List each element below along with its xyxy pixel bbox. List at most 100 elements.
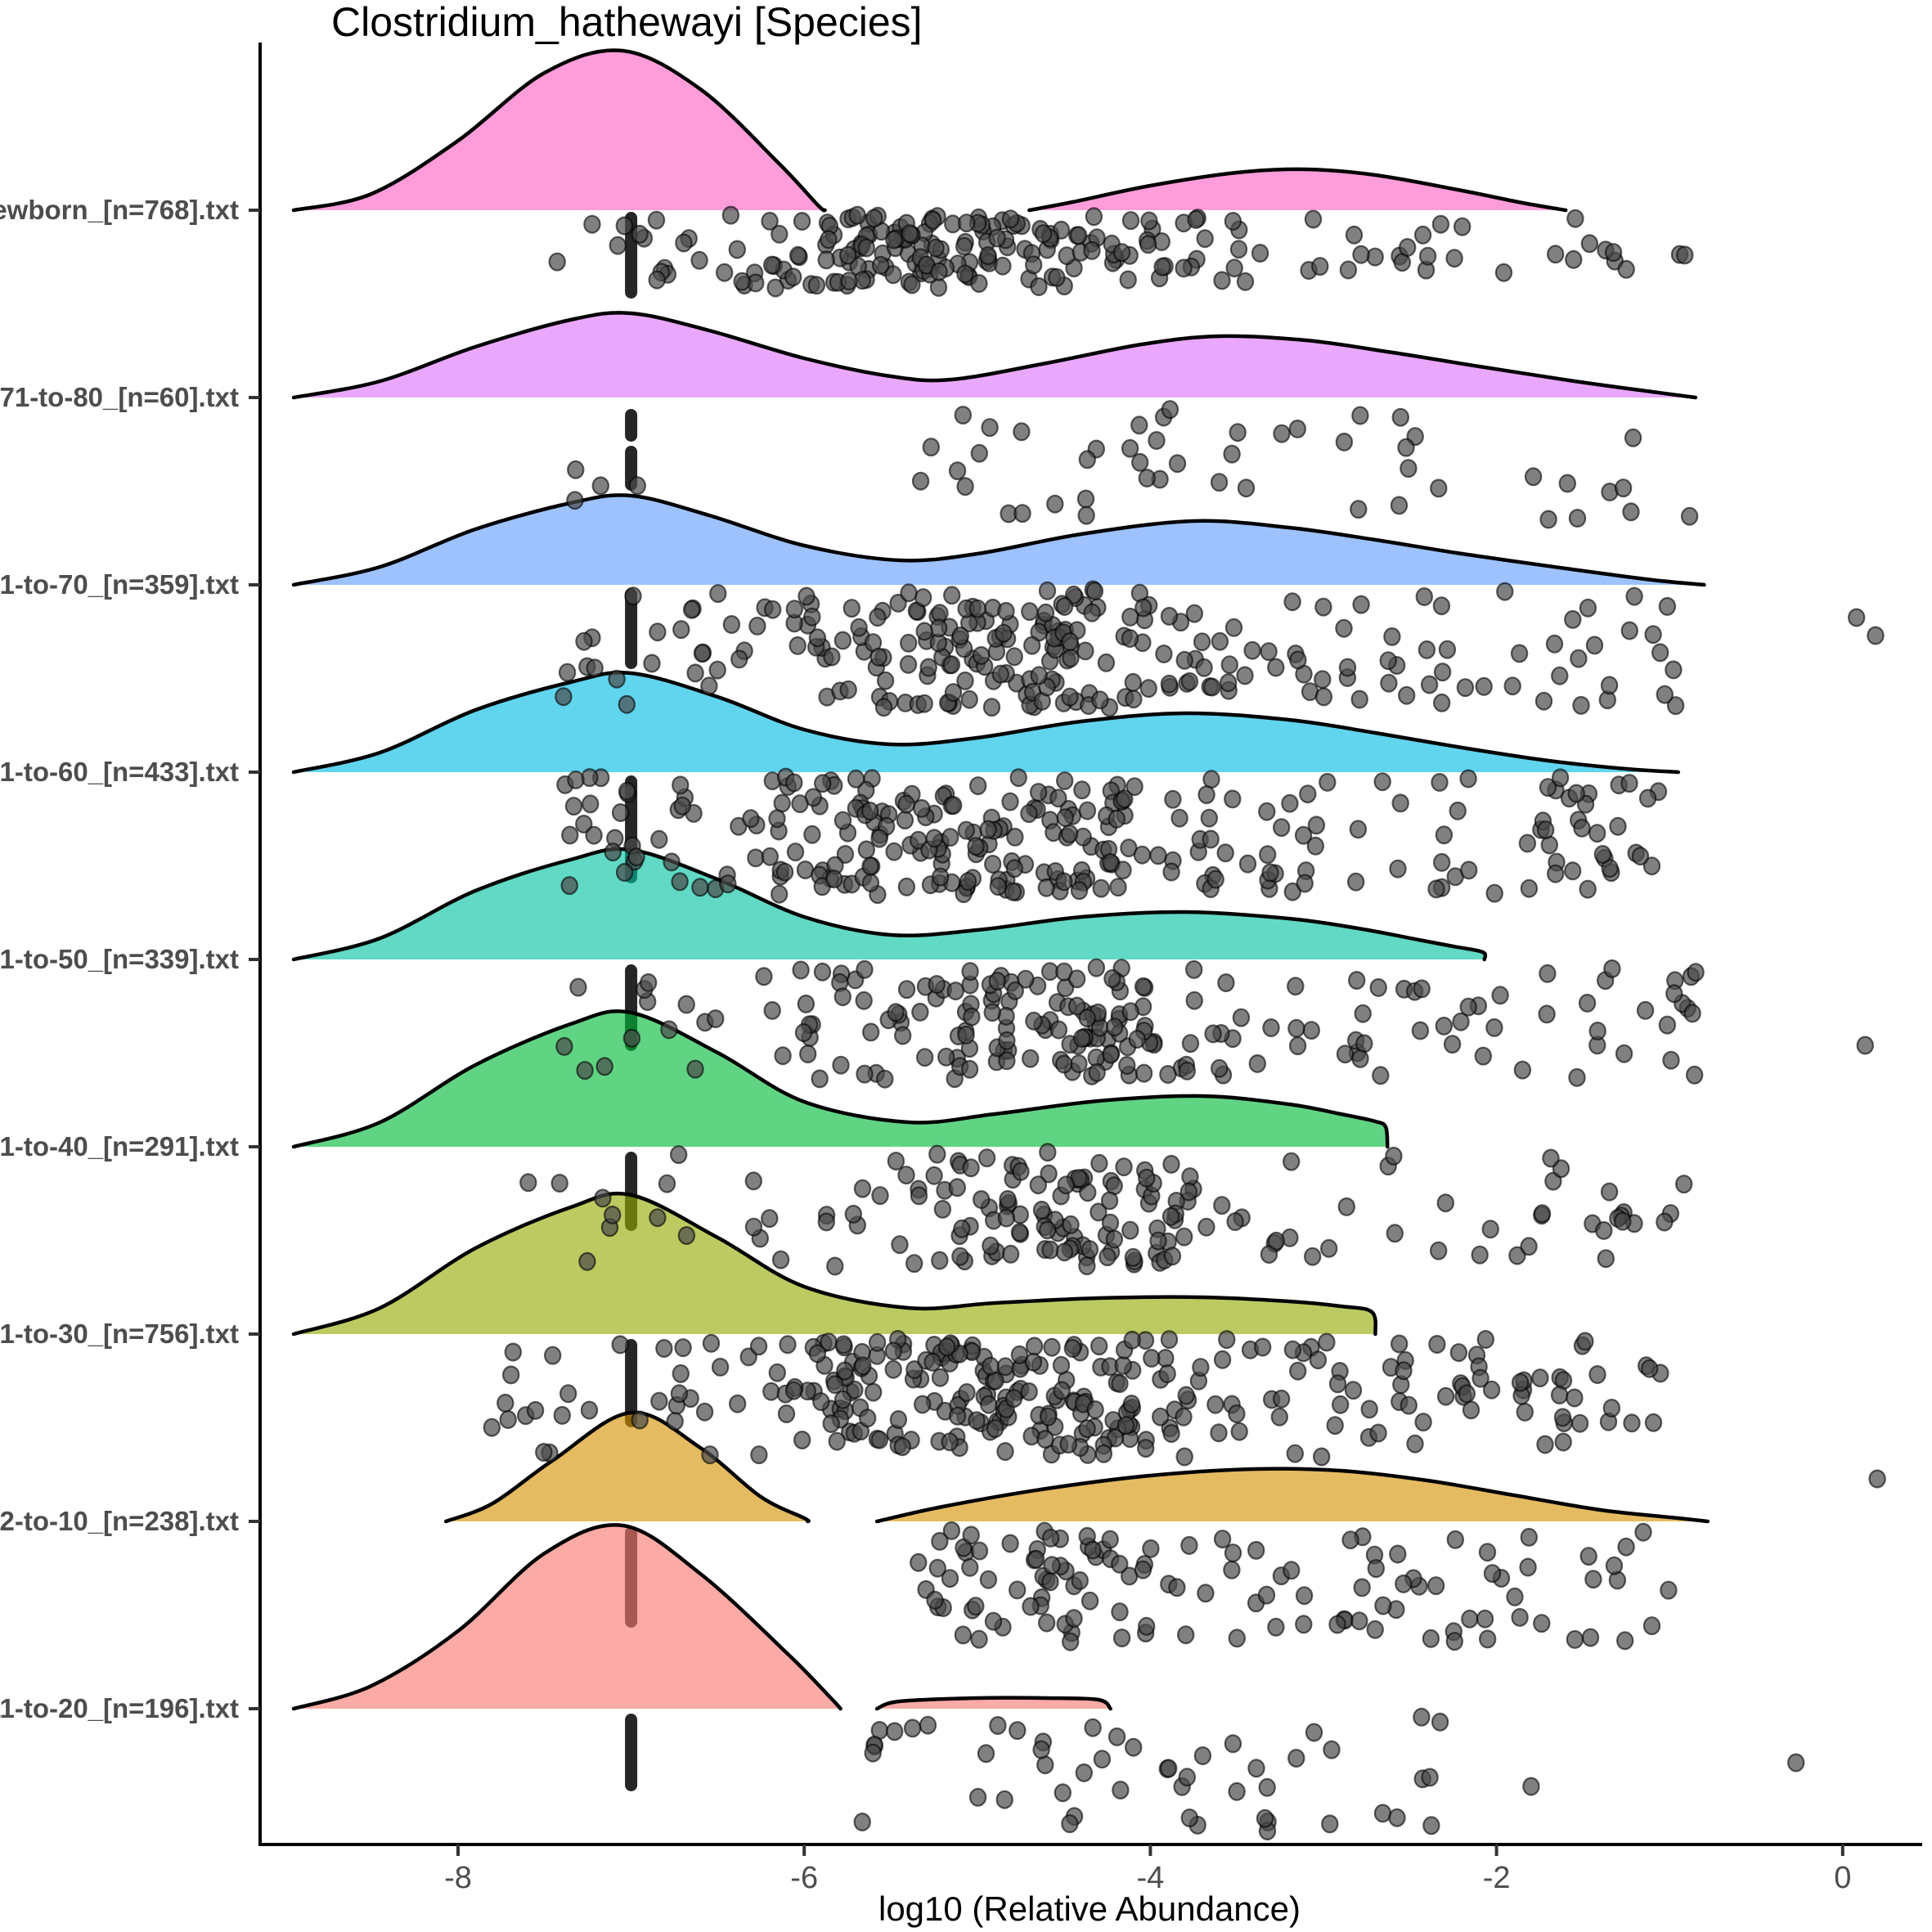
sample-dot — [1251, 244, 1269, 263]
sample-dot — [744, 1217, 763, 1237]
sample-dot — [1185, 991, 1203, 1010]
sample-dot — [813, 962, 832, 982]
sample-dot — [1369, 1423, 1387, 1443]
sample-dot — [1123, 1330, 1141, 1350]
sample-dot — [1030, 666, 1049, 685]
sample-dot — [564, 797, 583, 816]
sample-dot — [1617, 1537, 1635, 1557]
sample-dot — [988, 228, 1006, 248]
sample-dot — [1482, 1380, 1501, 1400]
sample-dot — [931, 867, 950, 887]
sample-dot — [558, 663, 577, 682]
sample-dot — [615, 862, 634, 882]
sample-dot — [961, 962, 979, 982]
sample-dot — [1111, 1373, 1129, 1393]
sample-dot — [834, 1335, 853, 1355]
sample-dot — [1020, 804, 1038, 824]
sample-dot — [1094, 1444, 1113, 1463]
sample-dot — [1057, 1175, 1076, 1195]
sample-dot — [1258, 802, 1276, 821]
sample-dot — [914, 588, 932, 608]
sample-dot — [1383, 627, 1401, 646]
sample-dot — [666, 1412, 684, 1431]
sample-dot — [1615, 1044, 1633, 1063]
sample-dot — [1687, 963, 1705, 982]
sample-dot — [555, 687, 573, 707]
sample-dot — [1595, 1220, 1613, 1240]
density-fill — [294, 312, 1696, 398]
density-fill — [877, 1468, 1708, 1521]
density-outline — [291, 847, 1488, 962]
ridge-row-1 — [291, 311, 1698, 491]
sample-dot — [1013, 504, 1031, 523]
sample-dot — [1224, 1734, 1242, 1754]
sample-dot — [957, 820, 976, 840]
sample-dot — [1533, 1204, 1552, 1224]
sample-dot — [970, 1629, 988, 1649]
sample-dot — [1584, 1570, 1602, 1589]
sample-dot — [1237, 479, 1256, 498]
sample-dot — [1433, 663, 1452, 682]
sample-dot — [1431, 772, 1449, 792]
sample-dot — [1551, 768, 1570, 788]
sample-dot — [1452, 1012, 1470, 1031]
sample-dot — [796, 860, 815, 879]
sample-dot — [981, 418, 999, 438]
sample-dot — [1568, 1067, 1586, 1087]
sample-dot — [1203, 677, 1221, 697]
x-axis-title: log10 (Relative Abundance) — [878, 1889, 1301, 1928]
sample-dot — [956, 671, 974, 690]
sample-dot — [887, 1151, 905, 1170]
sample-dot — [1037, 1613, 1056, 1633]
sample-dot — [1453, 217, 1471, 236]
sample-dot — [956, 477, 974, 496]
sample-dot — [702, 1333, 721, 1353]
sample-dot — [771, 224, 789, 244]
sample-dot — [1159, 1064, 1177, 1084]
sample-dot — [764, 600, 782, 619]
y-tick-label: 41-to-50_[n=339].txt — [0, 944, 239, 974]
sample-dot — [504, 1342, 523, 1362]
sample-dot — [1258, 1777, 1276, 1797]
sample-dot — [1093, 1750, 1112, 1769]
sample-dot — [1027, 1549, 1045, 1569]
sample-dot — [1099, 1247, 1117, 1267]
sample-dot — [1232, 1008, 1251, 1027]
sample-dot — [853, 1813, 871, 1832]
sample-dot — [559, 1384, 577, 1404]
sample-dot — [1218, 1330, 1236, 1350]
sample-dot — [897, 980, 916, 1000]
sample-dot — [1213, 271, 1231, 290]
sample-dot — [1262, 1018, 1280, 1037]
sample-dot — [1210, 1423, 1228, 1443]
sample-dot — [814, 774, 832, 793]
sample-dot — [1008, 1580, 1027, 1600]
sample-dot — [1418, 246, 1437, 266]
sample-dot — [991, 664, 1010, 684]
sample-dot — [1055, 771, 1074, 790]
sample-dot — [1511, 1373, 1530, 1392]
sample-dot — [1168, 1578, 1186, 1597]
sample-dot — [1134, 1063, 1153, 1083]
sample-dot — [1390, 496, 1409, 515]
sample-dot — [1373, 1804, 1392, 1823]
sample-dot — [1090, 1337, 1108, 1356]
sample-dot — [1471, 1245, 1489, 1265]
sample-dot — [1036, 1429, 1054, 1449]
sample-dot — [982, 698, 1001, 717]
sample-dot — [1579, 598, 1597, 618]
sample-dot — [885, 842, 903, 861]
sample-dot — [1303, 1247, 1322, 1266]
sample-dot — [1229, 423, 1247, 443]
sample-dot — [1638, 789, 1657, 808]
dots-row-7 — [910, 1521, 1678, 1651]
sample-dot — [1039, 1143, 1057, 1162]
sample-dot — [1335, 618, 1353, 638]
sample-dot — [1326, 1416, 1344, 1436]
sample-dot — [1115, 1157, 1133, 1177]
sample-dot — [1248, 1054, 1267, 1073]
density-outline — [443, 1410, 811, 1524]
density-fill — [294, 50, 825, 211]
sample-dot — [1187, 209, 1205, 229]
sample-dot — [820, 230, 838, 249]
